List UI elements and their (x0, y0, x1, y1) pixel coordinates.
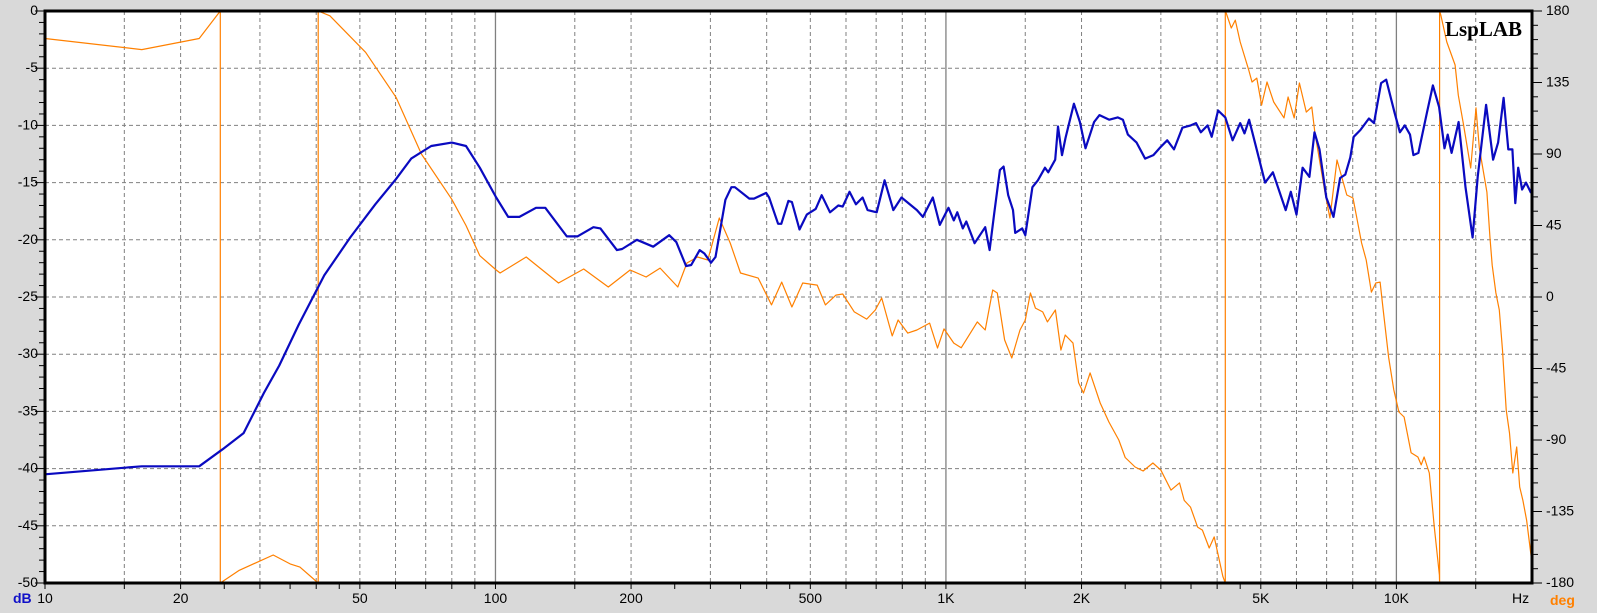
y-left-tick-label: -10 (18, 116, 38, 132)
y-left-tick-label: -45 (18, 517, 38, 533)
y-right-tick-label: 180 (1546, 2, 1570, 18)
y-left-tick-label: -30 (18, 345, 38, 361)
y-left-tick-label: -50 (18, 574, 38, 590)
y-left-tick-label: -5 (26, 59, 39, 75)
x-tick-label: 20 (173, 590, 189, 606)
magnitude-curve (44, 78, 1532, 476)
y-left-tick-label: -15 (18, 174, 38, 190)
y-left-tick-label: -20 (18, 231, 38, 247)
y-right-tick-label: -90 (1546, 431, 1566, 447)
plot-frame (43, 9, 1534, 585)
x-tick-label: 200 (619, 590, 643, 606)
watermark-logo: LspLAB (1445, 17, 1522, 41)
y-right-tick-label: 135 (1546, 74, 1570, 90)
y-right-tick-label: -45 (1546, 360, 1566, 376)
x-tick-label: 5K (1252, 590, 1270, 606)
y-left-tick-label: -40 (18, 460, 38, 476)
x-tick-label: 2K (1073, 590, 1091, 606)
y-right-tick-label: 90 (1546, 145, 1562, 161)
y-right-tick-label: 45 (1546, 217, 1562, 233)
y-left-tick-label: 0 (30, 2, 38, 18)
phase-curve (44, 10, 1533, 584)
x-tick-label: 100 (484, 590, 508, 606)
x-unit-label: Hz (1512, 590, 1529, 606)
y-left-unit-label: dB (13, 590, 32, 606)
y-right-tick-label: 0 (1546, 288, 1554, 304)
curves (44, 10, 1533, 584)
x-tick-label: 10K (1384, 590, 1410, 606)
x-tick-label: 1K (937, 590, 955, 606)
x-tick-label: 50 (352, 590, 368, 606)
y-right-unit-label: deg (1550, 592, 1575, 608)
x-tick-label: 10 (37, 590, 53, 606)
y-left-tick-label: -35 (18, 402, 38, 418)
y-right-tick-label: -180 (1546, 574, 1574, 590)
y-right-tick-label: -135 (1546, 503, 1574, 519)
grid (45, 11, 1532, 583)
x-tick-label: 500 (799, 590, 823, 606)
y-left-tick-label: -25 (18, 288, 38, 304)
axis-labels: 10 20 50 100 200 500 1K 2K 5K 10K 0 -5 -10 -15 -20 -25 -… (18, 2, 1574, 606)
